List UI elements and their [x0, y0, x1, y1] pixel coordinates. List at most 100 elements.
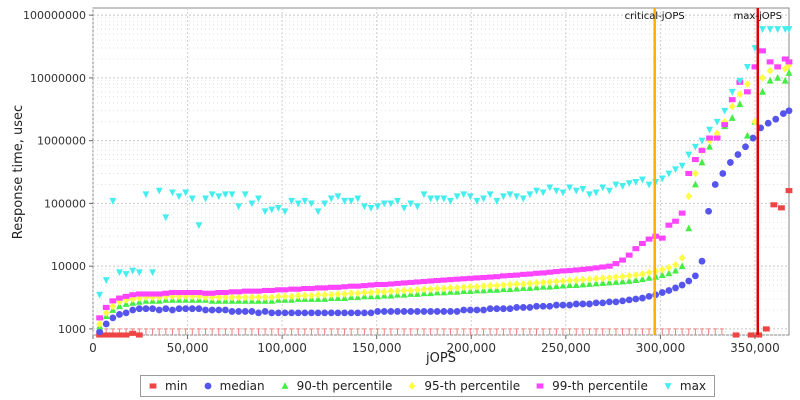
point-median: [255, 309, 262, 317]
point-median: [533, 302, 540, 310]
point-median: [116, 311, 123, 318]
point-95-th-percentile: [334, 290, 342, 298]
point-90-th-percentile: [766, 76, 774, 84]
point-median: [221, 306, 229, 314]
point-max: [255, 195, 262, 203]
point-median: [274, 309, 282, 317]
point-95-th-percentile: [728, 102, 736, 111]
point-median: [321, 309, 329, 317]
point-min: [109, 332, 117, 338]
point-max: [691, 143, 699, 151]
point-99-th-percentile: [387, 281, 395, 287]
point-95-th-percentile: [215, 293, 223, 302]
point-median: [539, 302, 547, 310]
point-max: [506, 191, 514, 199]
point-99-th-percentile: [308, 285, 315, 292]
point-95-th-percentile: [380, 287, 388, 296]
legend-label-min: min: [165, 379, 188, 393]
point-95-th-percentile: [374, 287, 382, 296]
point-median: [749, 134, 757, 142]
point-max: [473, 197, 481, 205]
point-max: [142, 191, 150, 199]
x-tick-label: 300,000: [636, 341, 686, 355]
point-max: [546, 184, 554, 192]
point-99-th-percentile: [129, 292, 137, 298]
point-90-th-percentile: [645, 274, 653, 281]
point-99-th-percentile: [552, 269, 560, 275]
point-99-th-percentile: [466, 275, 474, 281]
point-99-th-percentile: [533, 270, 540, 276]
y-tick-label: 100000: [44, 197, 86, 210]
legend-item-median: median: [202, 379, 265, 393]
point-99-th-percentile: [759, 48, 766, 54]
series-layer: [96, 26, 793, 338]
point-95-th-percentile: [433, 284, 441, 293]
point-max: [713, 118, 721, 126]
point-95-th-percentile: [427, 285, 434, 294]
point-median: [135, 305, 143, 313]
point-max: [235, 203, 243, 211]
point-median: [380, 308, 388, 315]
point-99-th-percentile: [321, 285, 329, 291]
point-95-th-percentile: [546, 278, 554, 286]
point-max: [579, 186, 587, 193]
point-90-th-percentile: [579, 280, 587, 288]
point-95-th-percentile: [321, 290, 329, 299]
point-95-th-percentile: [347, 289, 355, 298]
point-max: [466, 193, 474, 201]
point-99-th-percentile: [706, 135, 713, 141]
point-95-th-percentile: [387, 287, 395, 296]
point-min: [770, 202, 778, 208]
point-99-th-percentile: [202, 290, 209, 296]
point-95-th-percentile: [288, 292, 295, 301]
point-median: [268, 309, 276, 317]
legend-item-max: max: [662, 379, 706, 393]
point-median: [639, 294, 646, 302]
point-median: [460, 306, 468, 314]
point-max: [129, 267, 137, 275]
point-median: [734, 151, 742, 158]
point-99-th-percentile: [354, 283, 362, 289]
point-99-th-percentile: [506, 272, 514, 279]
point-max: [706, 126, 713, 134]
point-min: [785, 188, 793, 194]
point-max: [433, 195, 441, 203]
point-95-th-percentile: [480, 282, 487, 291]
point-99-th-percentile: [347, 283, 355, 289]
point-99-th-percentile: [175, 289, 183, 296]
point-median: [394, 308, 401, 315]
point-max: [559, 189, 567, 197]
point-99-th-percentile: [751, 64, 759, 70]
point-95-th-percentile: [678, 254, 686, 262]
point-99-th-percentile: [519, 271, 527, 277]
legend-swatch-min: [149, 383, 157, 389]
legend-item-95-th-percentile: 95-th percentile: [406, 379, 520, 393]
point-95-th-percentile: [301, 291, 309, 300]
point-90-th-percentile: [619, 277, 626, 285]
point-median: [142, 305, 150, 313]
point-95-th-percentile: [248, 293, 256, 302]
point-median: [473, 306, 481, 314]
point-95-th-percentile: [619, 272, 626, 281]
point-max: [102, 277, 110, 284]
point-median: [294, 309, 302, 317]
point-99-th-percentile: [268, 287, 276, 294]
point-99-th-percentile: [493, 274, 501, 280]
point-90-th-percentile: [546, 282, 554, 290]
point-95-th-percentile: [713, 129, 721, 138]
point-median: [764, 119, 772, 127]
point-99-th-percentile: [658, 235, 666, 241]
point-99-th-percentile: [208, 290, 216, 296]
point-max: [440, 195, 448, 203]
legend-swatch-99-th-percentile: [536, 383, 544, 389]
point-max: [135, 269, 143, 277]
point-max: [480, 195, 487, 203]
point-95-th-percentile: [281, 292, 289, 301]
point-99-th-percentile: [579, 266, 587, 272]
x-tick-label: 0: [89, 341, 97, 355]
point-95-th-percentile: [658, 265, 666, 274]
point-99-th-percentile: [281, 287, 289, 293]
point-max: [314, 208, 322, 216]
point-max: [526, 191, 534, 199]
point-99-th-percentile: [698, 147, 706, 153]
